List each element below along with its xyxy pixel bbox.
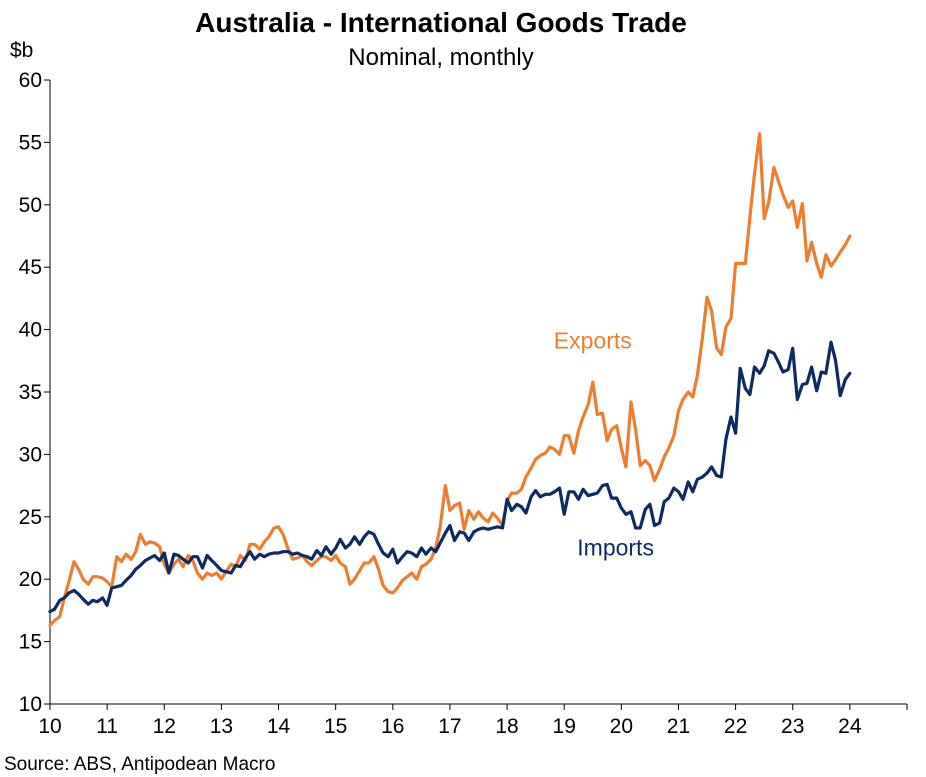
y-tick-label: 10 <box>19 693 42 716</box>
exports-series-label: Exports <box>554 327 632 353</box>
y-tick-label: 50 <box>19 194 42 217</box>
series-lines <box>48 132 852 627</box>
x-tick-label: 17 <box>438 715 461 738</box>
x-tick-label: 18 <box>495 715 518 738</box>
y-tick-label: 15 <box>19 631 42 654</box>
y-tick-label: 40 <box>19 319 42 342</box>
chart-subtitle: Nominal, monthly <box>348 44 533 71</box>
y-tick-label: 35 <box>19 381 42 404</box>
y-tick-label: 45 <box>19 256 42 279</box>
x-tick-label: 12 <box>153 715 176 738</box>
x-tick-label: 10 <box>38 715 61 738</box>
imports-series-label: Imports <box>577 534 654 560</box>
exports-line <box>48 132 852 627</box>
x-tick-label: 20 <box>610 715 633 738</box>
x-tick-label: 22 <box>724 715 747 738</box>
x-tick-label: 21 <box>667 715 690 738</box>
y-tick-label: 20 <box>19 568 42 591</box>
x-tick-label: 23 <box>781 715 804 738</box>
series-labels: Exports Imports <box>554 327 654 560</box>
x-tick-label: 19 <box>553 715 576 738</box>
x-tick-label: 15 <box>324 715 347 738</box>
y-axis: 10 15 20 25 30 35 40 45 50 55 60 <box>19 69 51 716</box>
x-axis: 10 11 12 13 14 15 16 17 18 19 20 21 22 23 24 <box>38 703 908 738</box>
x-tick-label: 14 <box>267 715 291 738</box>
x-tick-label: 11 <box>96 715 118 738</box>
y-tick-label: 55 <box>19 131 42 154</box>
imports-line <box>48 340 852 614</box>
y-tick-label: 60 <box>19 69 42 92</box>
x-tick-label: 13 <box>210 715 233 738</box>
x-tick-label: 24 <box>838 715 862 738</box>
y-tick-label: 25 <box>19 506 42 529</box>
y-tick-label: 30 <box>19 443 42 466</box>
x-tick-label: 16 <box>381 715 404 738</box>
y-axis-unit-label: $b <box>10 39 33 62</box>
chart-title: Australia - International Goods Trade <box>195 7 687 38</box>
source-note: Source: ABS, Antipodean Macro <box>4 754 275 775</box>
